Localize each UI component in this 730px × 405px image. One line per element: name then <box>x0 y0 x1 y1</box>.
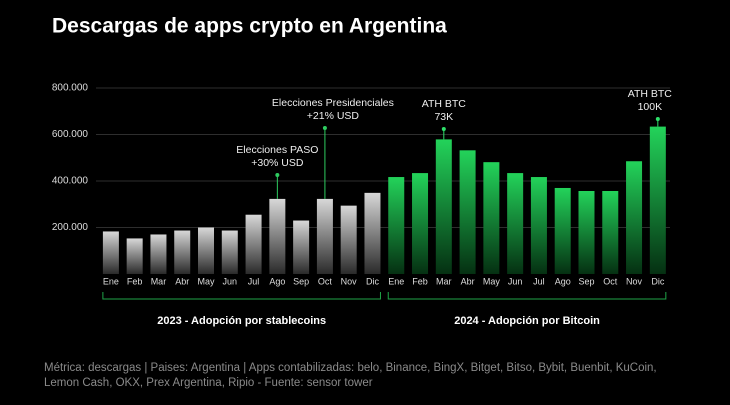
note: Lemon Cash, OKX, Prex Argentina, Ripio -… <box>44 377 373 389</box>
annotation: +21% USD <box>307 110 360 122</box>
bar <box>602 190 619 274</box>
x-tick-label: Sep <box>578 276 594 286</box>
bar <box>364 192 381 274</box>
group-label: 2024 - Adopción por Bitcoin <box>454 315 600 327</box>
x-tick-label: Nov <box>341 276 358 286</box>
x-tick-label: Ago <box>555 276 571 286</box>
annotation: 100K <box>638 101 663 113</box>
bar <box>198 227 215 274</box>
x-tick-label: Ene <box>388 276 404 286</box>
x-tick-label: Jun <box>508 276 523 286</box>
annotation-dot <box>322 126 327 130</box>
group-bracket <box>387 292 667 300</box>
x-tick-label: Abr <box>175 276 189 286</box>
y-tick-label: 400.000 <box>52 176 89 187</box>
bar <box>412 173 429 274</box>
x-tick-label: Feb <box>127 276 143 286</box>
x-tick-label: Mar <box>151 276 167 286</box>
x-tick-label: Dic <box>366 276 379 286</box>
x-tick-label: Nov <box>626 276 643 286</box>
bar <box>649 126 666 274</box>
bar <box>293 220 310 274</box>
bar <box>388 177 405 274</box>
annotation: Elecciones Presidenciales <box>272 97 394 109</box>
bar <box>340 205 357 274</box>
bar <box>102 231 119 274</box>
bar <box>316 198 333 274</box>
annotation-dot <box>441 127 446 131</box>
x-tick-label: Jun <box>223 276 238 286</box>
group-label: 2023 - Adopción por stablecoins <box>157 315 326 327</box>
bar <box>554 187 571 274</box>
annotation: ATH BTC <box>422 98 467 110</box>
bar <box>578 190 595 274</box>
x-tick-label: Abr <box>461 276 475 286</box>
chart-title: Descargas de apps crypto en Argentina <box>52 15 447 38</box>
bar <box>269 198 286 274</box>
x-tick-label: Jul <box>248 276 260 286</box>
x-tick-label: Mar <box>436 276 452 286</box>
note: Métrica: descargas | Paises: Argentina |… <box>44 362 657 374</box>
annotation-dot <box>655 117 660 121</box>
annotation: ATH BTC <box>628 88 673 100</box>
bar <box>435 139 452 274</box>
x-tick-label: May <box>198 276 216 286</box>
x-tick-label: Oct <box>603 276 618 286</box>
y-tick-label: 200.000 <box>52 222 89 233</box>
x-tick-label: May <box>483 276 501 286</box>
x-tick-label: Ago <box>269 276 285 286</box>
x-tick-label: Ene <box>103 276 119 286</box>
bar <box>221 230 238 274</box>
annotation-dot <box>275 173 280 177</box>
bar <box>126 238 143 274</box>
bar <box>459 150 476 274</box>
group-bracket <box>102 292 381 300</box>
bar <box>626 161 643 274</box>
bar <box>150 234 167 274</box>
x-tick-label: Oct <box>318 276 333 286</box>
x-tick-label: Dic <box>651 276 664 286</box>
bar <box>530 177 547 274</box>
x-tick-label: Sep <box>293 276 309 286</box>
annotation: Elecciones PASO <box>236 144 318 156</box>
bar <box>245 214 262 274</box>
annotation: +30% USD <box>251 157 304 169</box>
bar <box>483 162 500 274</box>
y-tick-label: 800.000 <box>52 83 89 94</box>
x-tick-label: Jul <box>533 276 545 286</box>
bar <box>174 230 191 274</box>
bar <box>507 173 524 274</box>
x-tick-label: Feb <box>412 276 428 286</box>
annotation: 73K <box>434 111 453 123</box>
y-tick-label: 600.000 <box>52 129 89 140</box>
